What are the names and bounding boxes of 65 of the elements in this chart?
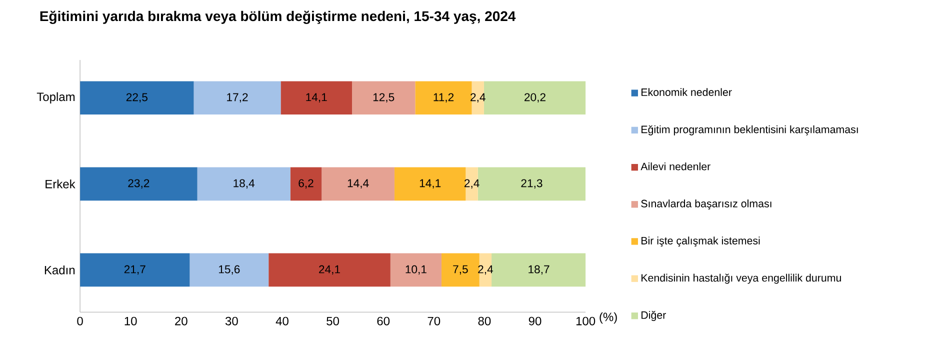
data-label: 20,2 — [524, 92, 546, 102]
bar — [466, 167, 478, 200]
y-tick-label: Toplam — [36, 92, 75, 104]
bar — [492, 253, 586, 286]
bar — [394, 167, 466, 200]
x-tick-label: 50 — [326, 316, 340, 326]
legend-label: Ailevi nedenler — [640, 162, 710, 170]
bar — [80, 253, 190, 286]
bar — [197, 167, 290, 200]
bar — [194, 80, 281, 114]
x-tick-label: 70 — [428, 316, 440, 326]
bar — [472, 80, 484, 114]
bar — [80, 167, 198, 200]
bar — [322, 167, 394, 200]
x-tick-label: 10 — [124, 316, 137, 326]
data-label: 14,1 — [306, 93, 327, 102]
data-label: 21,7 — [124, 265, 146, 274]
data-label: 24,1 — [319, 265, 340, 274]
bar — [80, 80, 194, 114]
data-label: 12,5 — [373, 92, 394, 102]
data-label: 17,2 — [227, 92, 248, 102]
x-tick-label: 30 — [225, 316, 238, 326]
bar — [478, 167, 586, 200]
data-label: 2,4 — [478, 265, 494, 274]
bar — [190, 253, 269, 286]
chart-title: Eğitimini yarıda bırakma veya bölüm değiştirme nedeni, 15-34 yaş, 2024 — [40, 10, 516, 24]
bar — [415, 80, 472, 114]
legend-label: Sınavlarda başarısız olması — [641, 199, 772, 210]
bar — [352, 80, 416, 114]
x-axis-title: (%) — [600, 312, 617, 324]
data-label: 11,2 — [434, 92, 454, 102]
x-tick-label: 100 — [576, 316, 596, 326]
x-tick-label: 80 — [478, 316, 491, 326]
data-label: 22,5 — [126, 92, 148, 102]
data-label: 7,5 — [453, 265, 468, 274]
legend-label: Bir işte çalışmak istemesi — [642, 236, 760, 246]
legend-label: Diğer — [642, 310, 666, 321]
bar — [268, 253, 390, 286]
x-tick-label: 40 — [276, 316, 288, 326]
y-tick-label: Kadın — [44, 265, 75, 274]
bar — [479, 253, 492, 286]
legend-label: Eğitim programının beklentisini karşılamaması — [642, 125, 858, 136]
legend-label: Ekonomik nedenler — [642, 88, 732, 96]
data-label: 6,2 — [298, 179, 314, 188]
data-label: 14,4 — [348, 179, 369, 188]
bar — [290, 167, 322, 200]
data-label: 2,4 — [464, 179, 480, 188]
x-tick-label: 60 — [377, 316, 390, 326]
data-label: 21,3 — [521, 179, 542, 188]
bar — [390, 253, 442, 286]
data-label: 15,6 — [218, 265, 240, 274]
data-label: 18,4 — [234, 179, 255, 188]
legend-label: Kendisinin hastalığı veya engellilik durumu — [642, 273, 841, 284]
y-tick-label: Erkek — [46, 179, 76, 188]
data-label: 23,2 — [128, 179, 150, 188]
data-label: 2,4 — [470, 92, 486, 102]
data-label: 14,1 — [420, 179, 441, 188]
bar — [441, 253, 480, 286]
data-label: 18,7 — [528, 265, 550, 274]
x-tick-label: 20 — [175, 316, 188, 326]
x-tick-label: 0 — [77, 316, 83, 326]
bar — [280, 80, 352, 114]
data-label: 10,1 — [406, 265, 426, 274]
x-tick-label: 90 — [528, 316, 542, 326]
bar — [484, 80, 586, 114]
